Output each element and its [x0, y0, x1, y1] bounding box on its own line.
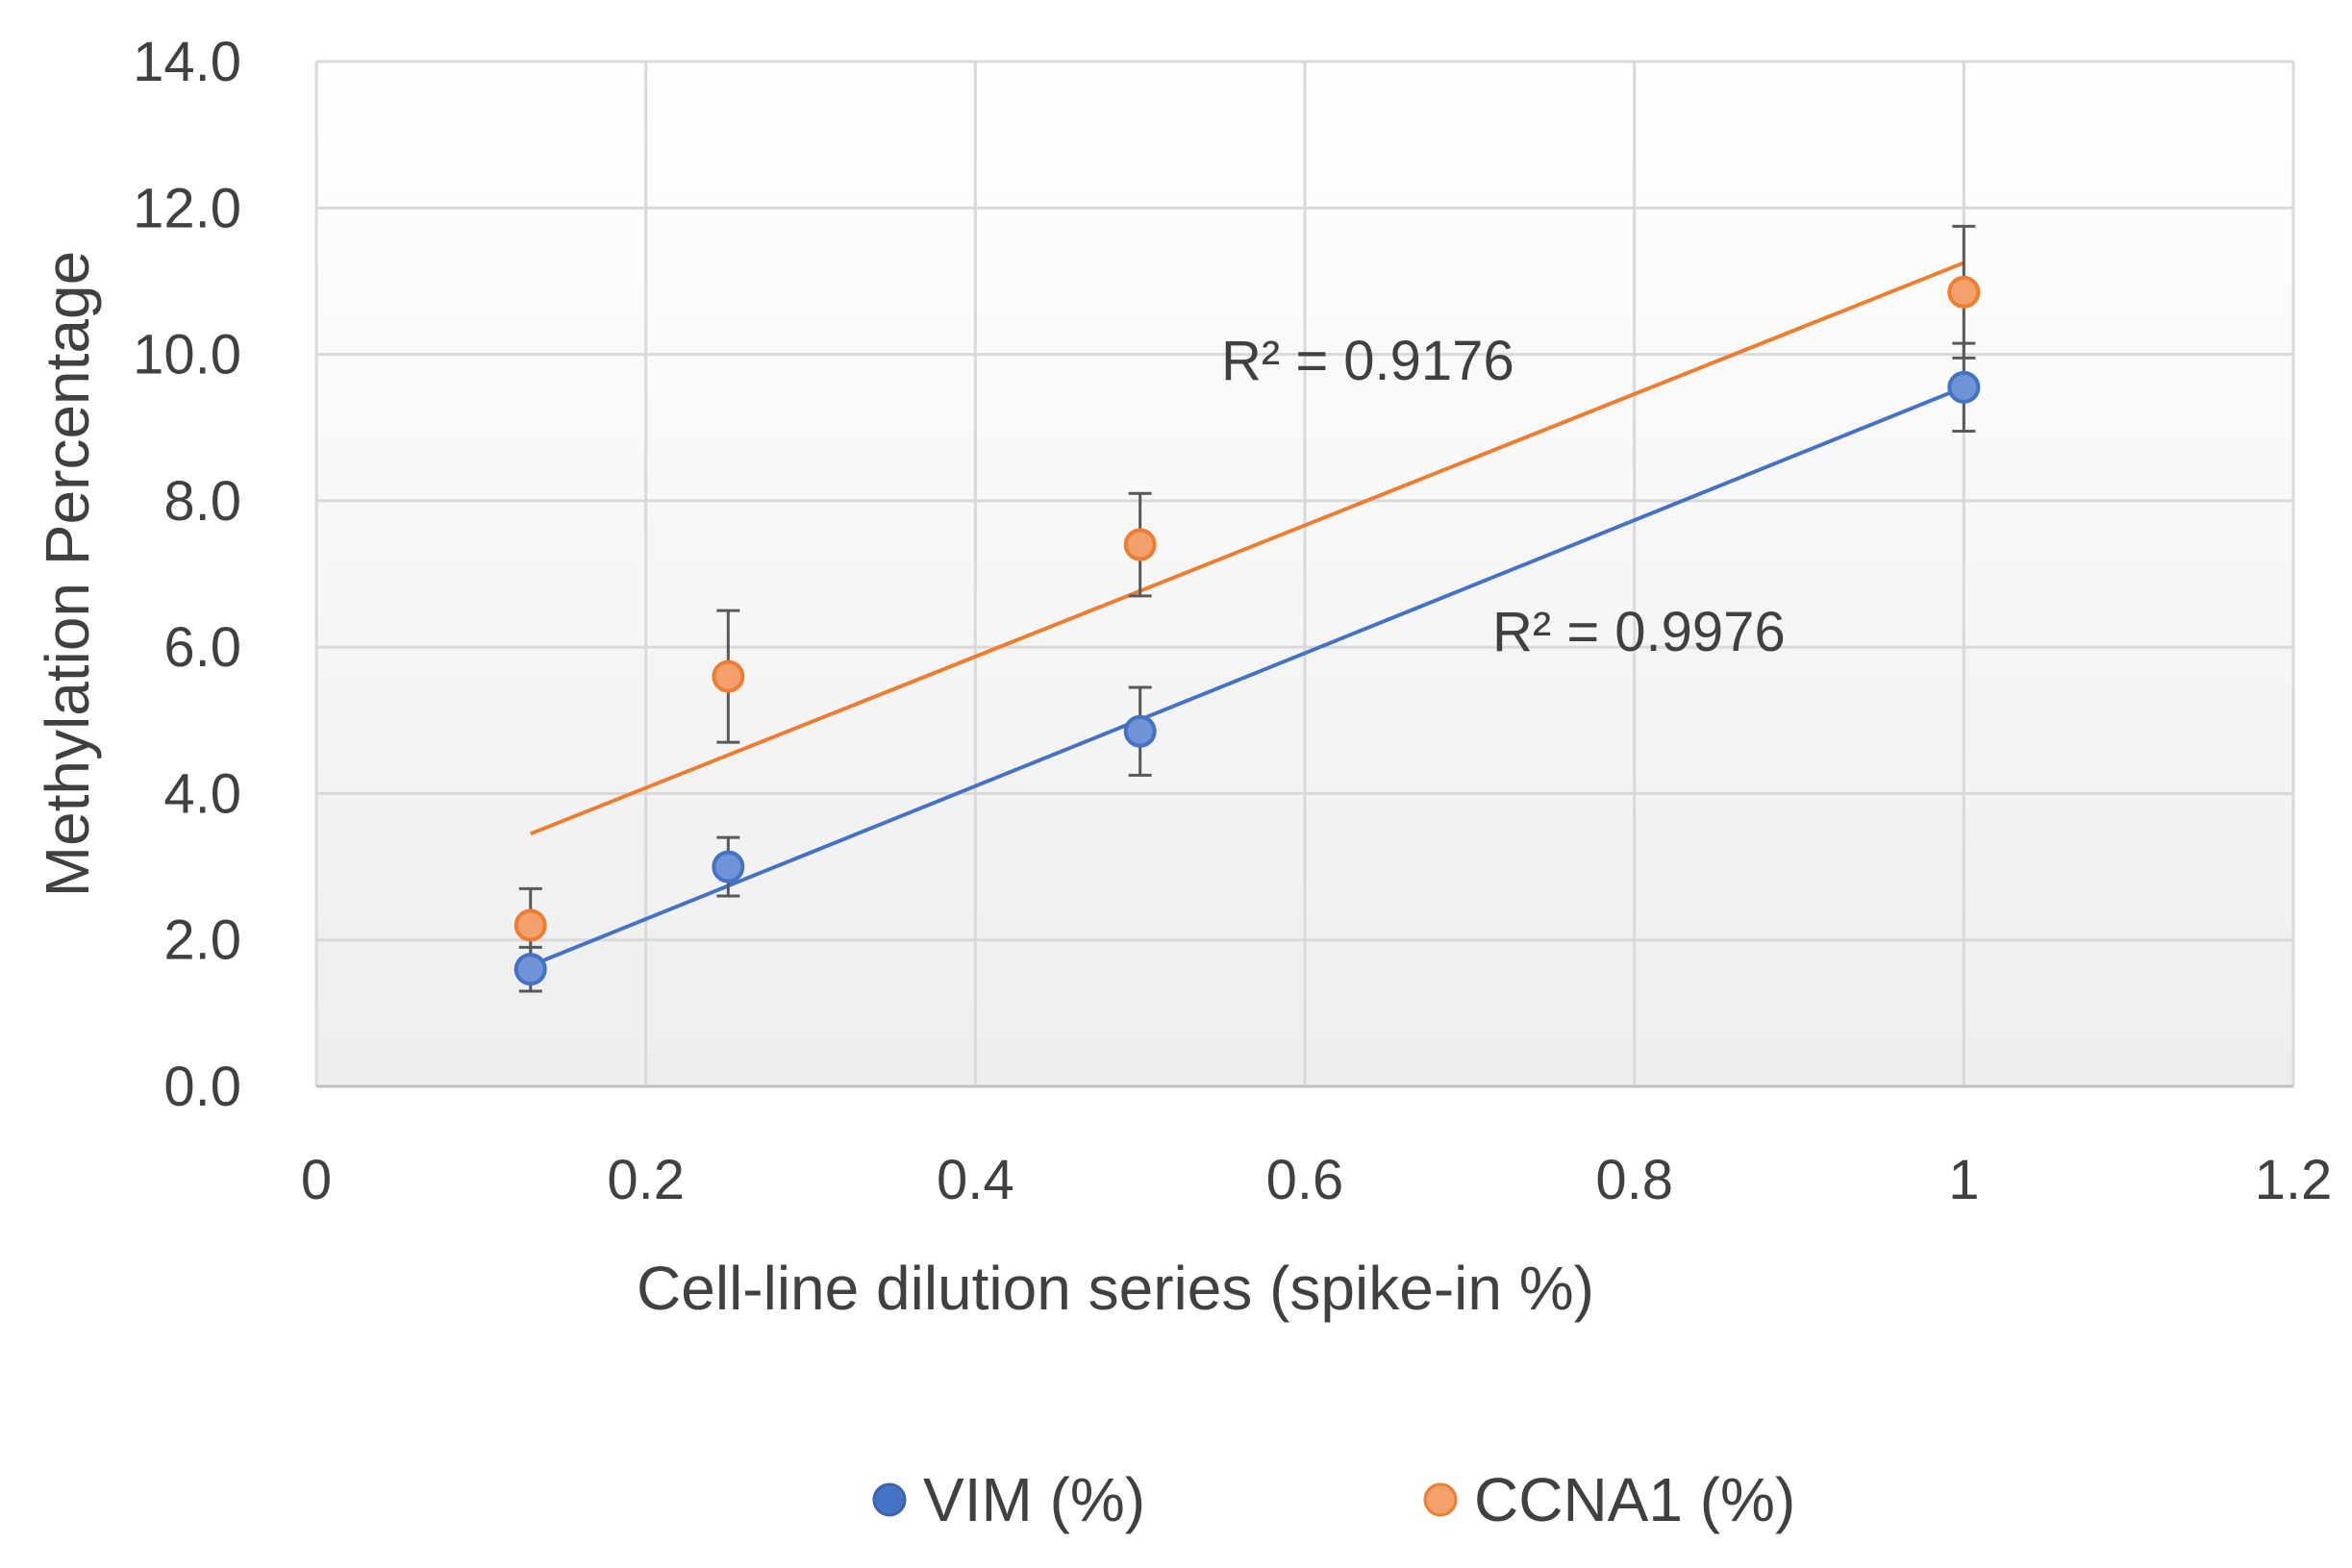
point-vim: [1123, 714, 1157, 748]
y-tick-label: 2.0: [163, 909, 241, 972]
legend-label-vim: VIM (%): [923, 1465, 1145, 1534]
x-tick-label: 0.8: [1595, 1149, 1673, 1211]
trendlines: [529, 261, 1965, 968]
point-vim: [1947, 370, 1981, 404]
x-tick-label: 1: [1948, 1149, 1979, 1211]
point-vim: [712, 850, 745, 884]
legend-marker-ccna1: [1423, 1482, 1458, 1517]
legend-marker-vim: [872, 1482, 907, 1517]
y-tick-label: 14.0: [133, 31, 241, 93]
point-ccna1: [1123, 528, 1157, 561]
x-tick-label: 0.4: [937, 1149, 1014, 1211]
y-tick-label: 4.0: [163, 762, 241, 825]
x-axis-title: Cell-line dilution series (spike-in %): [637, 1254, 1594, 1323]
point-ccna1: [1947, 275, 1981, 309]
point-ccna1: [712, 660, 745, 693]
y-tick-label: 0.0: [163, 1056, 241, 1118]
annotations: R² = 0.9176 R² = 0.9976: [1221, 330, 1786, 663]
y-tick-label: 12.0: [133, 177, 241, 239]
legend-label-ccna1: CCNA1 (%): [1474, 1465, 1795, 1534]
gridlines: [314, 60, 2295, 1086]
x-tick-label: 0.2: [607, 1149, 685, 1211]
point-vim: [513, 953, 547, 986]
trendline-vim: [529, 385, 1965, 968]
x-tick-label: 1.2: [2255, 1149, 2333, 1211]
legend: VIM (%) CCNA1 (%): [872, 1465, 1795, 1534]
axes: 0.0 2.0 4.0 6.0 8.0 10.0 12.0 14.0 0 0.2 0.4 0.6 0.8…: [133, 31, 2332, 1211]
r2-label-ccna1: R² = 0.9176: [1221, 330, 1514, 392]
y-tick-label: 6.0: [163, 616, 241, 679]
y-axis-title: Methylation Percentage: [33, 251, 102, 897]
y-tick-label: 10.0: [133, 324, 241, 386]
x-tick-label: 0.6: [1266, 1149, 1344, 1211]
y-tick-label: 8.0: [163, 470, 241, 533]
x-tick-label: 0: [301, 1149, 332, 1211]
r2-label-vim: R² = 0.9976: [1492, 601, 1786, 663]
data-points: [513, 275, 1981, 986]
trendline-ccna1: [529, 261, 1965, 836]
point-ccna1: [513, 908, 547, 942]
